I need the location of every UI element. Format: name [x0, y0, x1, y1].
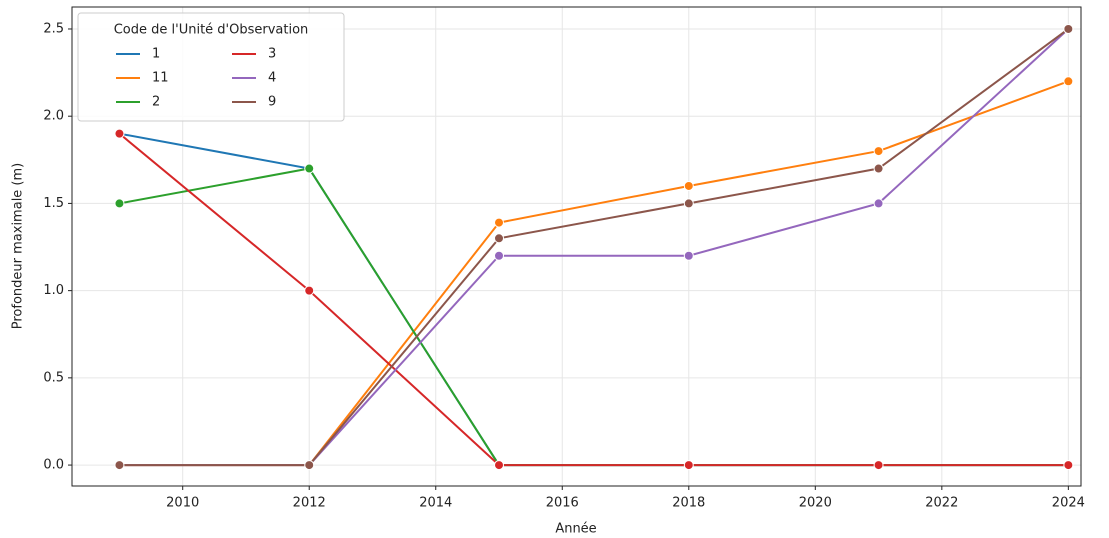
point: [683, 198, 694, 209]
x-tick-label: 2014: [419, 496, 452, 511]
point: [873, 146, 884, 157]
point: [304, 285, 315, 296]
y-tick-label: 0.0: [43, 458, 64, 473]
point: [494, 217, 505, 228]
point: [683, 250, 694, 261]
point: [304, 460, 315, 471]
y-tick-label: 2.5: [43, 21, 64, 36]
x-tick-label: 2016: [546, 496, 579, 511]
y-axis-label: Profondeur maximale (m): [11, 163, 26, 329]
point: [114, 460, 125, 471]
y-tick-label: 2.0: [43, 109, 64, 124]
point: [873, 198, 884, 209]
point: [114, 198, 125, 209]
point: [1063, 23, 1074, 34]
legend-title: Code de l'Unité d'Observation: [114, 23, 309, 38]
legend-label: 4: [268, 71, 276, 86]
point: [304, 163, 315, 174]
y-tick-label: 1.5: [43, 196, 64, 211]
y-tick-label: 1.0: [43, 283, 64, 298]
legend-box: [77, 12, 345, 122]
x-tick-label: 2022: [925, 496, 958, 511]
x-tick-label: 2020: [799, 496, 832, 511]
x-tick-label: 2018: [672, 496, 705, 511]
x-axis-label: Année: [555, 522, 596, 537]
series-line: [119, 28, 1069, 467]
series-line: [119, 167, 1069, 467]
point: [873, 163, 884, 174]
y-tick-label: 0.5: [43, 370, 64, 385]
legend-label: 11: [152, 71, 169, 86]
legend-label: 2: [152, 95, 160, 110]
series-line: [118, 132, 1069, 467]
legend-label: 3: [268, 47, 276, 62]
point: [683, 180, 694, 191]
plot-frame: [71, 6, 1082, 487]
point: [494, 250, 505, 261]
x-tick-label: 2012: [293, 496, 326, 511]
point: [683, 460, 694, 471]
point: [1063, 76, 1074, 87]
point: [494, 233, 505, 244]
point: [873, 460, 884, 471]
point: [114, 128, 125, 139]
point: [494, 460, 505, 471]
series-line: [119, 132, 1069, 467]
series-line: [119, 80, 1069, 467]
x-tick-label: 2024: [1052, 496, 1085, 511]
legend-label: 1: [152, 47, 160, 62]
legend-label: 9: [268, 95, 276, 110]
point: [1063, 460, 1074, 471]
x-tick-label: 2010: [166, 496, 199, 511]
